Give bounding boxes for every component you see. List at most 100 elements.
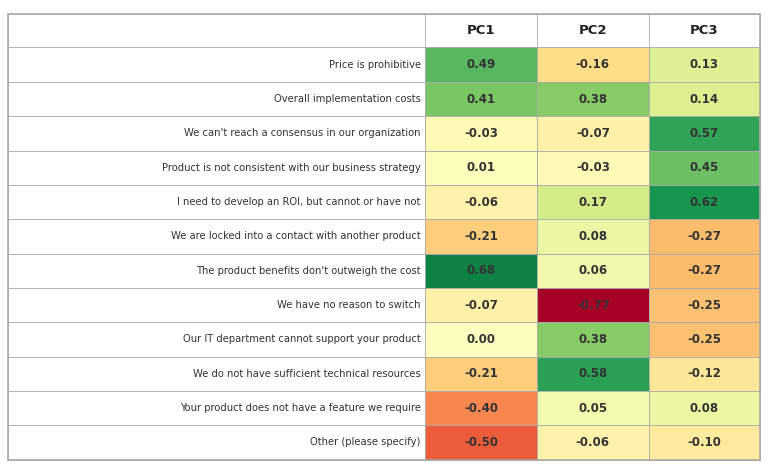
- FancyBboxPatch shape: [649, 322, 760, 356]
- Text: Price is prohibitive: Price is prohibitive: [329, 60, 421, 70]
- FancyBboxPatch shape: [425, 254, 537, 288]
- Text: Other (please specify): Other (please specify): [310, 438, 421, 447]
- FancyBboxPatch shape: [649, 288, 760, 322]
- FancyBboxPatch shape: [8, 322, 425, 356]
- Text: I need to develop an ROI, but cannot or have not: I need to develop an ROI, but cannot or …: [177, 197, 421, 207]
- Text: Product is not consistent with our business strategy: Product is not consistent with our busin…: [162, 163, 421, 173]
- FancyBboxPatch shape: [8, 254, 425, 288]
- Text: -0.21: -0.21: [465, 367, 498, 380]
- FancyBboxPatch shape: [537, 47, 649, 82]
- Text: -0.07: -0.07: [465, 299, 498, 311]
- Text: Your product does not have a feature we require: Your product does not have a feature we …: [180, 403, 421, 413]
- Text: -0.03: -0.03: [576, 161, 610, 174]
- Text: 0.00: 0.00: [467, 333, 495, 346]
- Text: Our IT department cannot support your product: Our IT department cannot support your pr…: [183, 334, 421, 344]
- FancyBboxPatch shape: [649, 47, 760, 82]
- Text: -0.07: -0.07: [576, 127, 610, 140]
- FancyBboxPatch shape: [649, 151, 760, 185]
- FancyBboxPatch shape: [537, 322, 649, 356]
- Text: -0.25: -0.25: [687, 299, 721, 311]
- Text: The product benefits don't outweigh the cost: The product benefits don't outweigh the …: [196, 266, 421, 276]
- Text: We can't reach a consensus in our organization: We can't reach a consensus in our organi…: [184, 129, 421, 138]
- FancyBboxPatch shape: [425, 219, 537, 254]
- Text: -0.10: -0.10: [687, 436, 721, 449]
- Text: We have no reason to switch: We have no reason to switch: [277, 300, 421, 310]
- Text: -0.27: -0.27: [687, 230, 721, 243]
- Text: We are locked into a contact with another product: We are locked into a contact with anothe…: [171, 231, 421, 242]
- FancyBboxPatch shape: [537, 219, 649, 254]
- FancyBboxPatch shape: [425, 116, 537, 151]
- Text: -0.77: -0.77: [576, 299, 610, 311]
- FancyBboxPatch shape: [425, 185, 537, 219]
- FancyBboxPatch shape: [8, 116, 425, 151]
- Text: 0.05: 0.05: [578, 401, 607, 415]
- FancyBboxPatch shape: [649, 185, 760, 219]
- Text: 0.41: 0.41: [467, 92, 496, 106]
- FancyBboxPatch shape: [8, 288, 425, 322]
- FancyBboxPatch shape: [8, 356, 425, 391]
- Text: 0.06: 0.06: [578, 264, 607, 277]
- FancyBboxPatch shape: [425, 425, 537, 460]
- FancyBboxPatch shape: [649, 219, 760, 254]
- FancyBboxPatch shape: [425, 356, 537, 391]
- FancyBboxPatch shape: [649, 356, 760, 391]
- Text: 0.68: 0.68: [467, 264, 496, 277]
- Text: -0.03: -0.03: [465, 127, 498, 140]
- Text: 0.08: 0.08: [690, 401, 719, 415]
- FancyBboxPatch shape: [8, 425, 425, 460]
- Text: -0.25: -0.25: [687, 333, 721, 346]
- Text: PC2: PC2: [578, 24, 607, 37]
- Text: -0.12: -0.12: [687, 367, 721, 380]
- FancyBboxPatch shape: [537, 288, 649, 322]
- FancyBboxPatch shape: [425, 151, 537, 185]
- FancyBboxPatch shape: [8, 14, 760, 47]
- FancyBboxPatch shape: [537, 82, 649, 116]
- FancyBboxPatch shape: [8, 219, 425, 254]
- FancyBboxPatch shape: [649, 82, 760, 116]
- Text: 0.45: 0.45: [690, 161, 719, 174]
- Text: -0.21: -0.21: [465, 230, 498, 243]
- FancyBboxPatch shape: [537, 254, 649, 288]
- Text: 0.57: 0.57: [690, 127, 719, 140]
- FancyBboxPatch shape: [8, 391, 425, 425]
- Text: -0.06: -0.06: [464, 196, 498, 209]
- Text: PC1: PC1: [467, 24, 495, 37]
- FancyBboxPatch shape: [425, 391, 537, 425]
- Text: Overall implementation costs: Overall implementation costs: [274, 94, 421, 104]
- Text: 0.01: 0.01: [467, 161, 495, 174]
- FancyBboxPatch shape: [8, 82, 425, 116]
- Text: 0.14: 0.14: [690, 92, 719, 106]
- Text: 0.58: 0.58: [578, 367, 607, 380]
- FancyBboxPatch shape: [537, 356, 649, 391]
- FancyBboxPatch shape: [649, 391, 760, 425]
- Text: 0.13: 0.13: [690, 58, 719, 71]
- Text: -0.06: -0.06: [576, 436, 610, 449]
- Text: -0.50: -0.50: [464, 436, 498, 449]
- Text: -0.16: -0.16: [576, 58, 610, 71]
- FancyBboxPatch shape: [649, 425, 760, 460]
- FancyBboxPatch shape: [537, 116, 649, 151]
- FancyBboxPatch shape: [537, 151, 649, 185]
- FancyBboxPatch shape: [537, 425, 649, 460]
- Text: 0.62: 0.62: [690, 196, 719, 209]
- FancyBboxPatch shape: [425, 288, 537, 322]
- Text: 0.38: 0.38: [578, 92, 607, 106]
- Text: 0.17: 0.17: [578, 196, 607, 209]
- Text: 0.08: 0.08: [578, 230, 607, 243]
- FancyBboxPatch shape: [8, 47, 425, 82]
- Text: 0.49: 0.49: [467, 58, 496, 71]
- Text: PC3: PC3: [690, 24, 719, 37]
- Text: -0.27: -0.27: [687, 264, 721, 277]
- Text: We do not have sufficient technical resources: We do not have sufficient technical reso…: [193, 369, 421, 379]
- Text: 0.38: 0.38: [578, 333, 607, 346]
- Text: -0.40: -0.40: [464, 401, 498, 415]
- FancyBboxPatch shape: [8, 185, 425, 219]
- FancyBboxPatch shape: [649, 254, 760, 288]
- FancyBboxPatch shape: [537, 391, 649, 425]
- FancyBboxPatch shape: [425, 47, 537, 82]
- FancyBboxPatch shape: [649, 116, 760, 151]
- FancyBboxPatch shape: [425, 82, 537, 116]
- FancyBboxPatch shape: [537, 185, 649, 219]
- FancyBboxPatch shape: [8, 151, 425, 185]
- FancyBboxPatch shape: [425, 322, 537, 356]
